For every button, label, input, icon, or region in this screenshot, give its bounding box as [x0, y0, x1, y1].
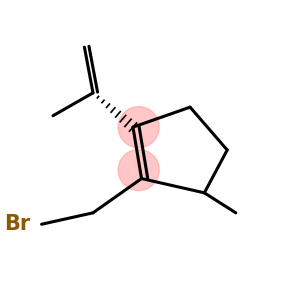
Text: Br: Br: [4, 214, 30, 234]
Circle shape: [118, 149, 159, 190]
Circle shape: [118, 106, 159, 148]
